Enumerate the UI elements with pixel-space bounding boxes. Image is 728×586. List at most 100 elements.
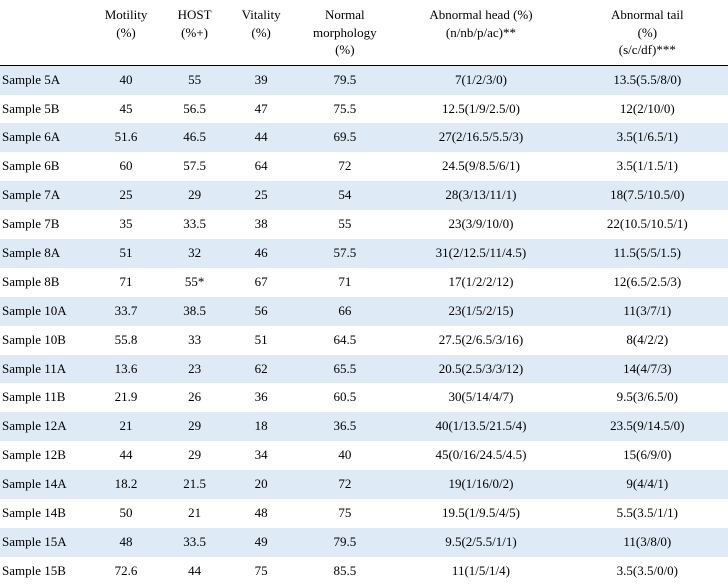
cell-vitality: 18 bbox=[228, 412, 295, 441]
cell-abnhead: 30(5/14/4/7) bbox=[395, 383, 566, 412]
cell-normmorph: 60.5 bbox=[294, 383, 395, 412]
cell-abnhead: 31(2/12.5/11/4.5) bbox=[395, 239, 566, 268]
header-normmorph: Normalmorphology(%) bbox=[294, 0, 395, 65]
cell-motility: 72.6 bbox=[91, 557, 162, 586]
header-motility-line1: (%) bbox=[116, 25, 136, 40]
header-abntail-line0: Abnormal tail bbox=[611, 7, 684, 22]
cell-abnhead: 20.5(2.5/3/3/12) bbox=[395, 355, 566, 384]
header-normmorph-line0: Normal bbox=[325, 7, 365, 22]
header-normmorph-line1: morphology bbox=[313, 25, 377, 40]
cell-abntail: 22(10.5/10.5/1) bbox=[567, 210, 728, 239]
cell-abntail: 14(4/7/3) bbox=[567, 355, 728, 384]
cell-sample: Sample 8B bbox=[0, 268, 91, 297]
cell-sample: Sample 5B bbox=[0, 95, 91, 124]
cell-abntail: 5.5(3.5/1/1) bbox=[567, 499, 728, 528]
table-row: Sample 8A51324657.531(2/12.5/11/4.5)11.5… bbox=[0, 239, 728, 268]
cell-vitality: 48 bbox=[228, 499, 295, 528]
cell-motility: 13.6 bbox=[91, 355, 162, 384]
cell-sample: Sample 11A bbox=[0, 355, 91, 384]
cell-sample: Sample 10B bbox=[0, 326, 91, 355]
cell-sample: Sample 7A bbox=[0, 181, 91, 210]
header-host: HOST(%+) bbox=[161, 0, 228, 65]
cell-host: 26 bbox=[161, 383, 228, 412]
table-row: Sample 7A2529255428(3/13/11/1)18(7.5/10.… bbox=[0, 181, 728, 210]
cell-motility: 51.6 bbox=[91, 123, 162, 152]
cell-host: 46.5 bbox=[161, 123, 228, 152]
header-vitality-line0: Vitality bbox=[242, 7, 281, 22]
cell-vitality: 64 bbox=[228, 152, 295, 181]
cell-abnhead: 45(0/16/24.5/4.5) bbox=[395, 441, 566, 470]
cell-host: 56.5 bbox=[161, 95, 228, 124]
cell-motility: 18.2 bbox=[91, 470, 162, 499]
header-abnhead-line0: Abnormal head (%) bbox=[429, 7, 532, 22]
cell-vitality: 49 bbox=[228, 528, 295, 557]
cell-motility: 25 bbox=[91, 181, 162, 210]
cell-abnhead: 7(1/2/3/0) bbox=[395, 65, 566, 94]
cell-normmorph: 72 bbox=[294, 470, 395, 499]
cell-vitality: 75 bbox=[228, 557, 295, 586]
cell-abnhead: 24.5(9/8.5/6/1) bbox=[395, 152, 566, 181]
cell-abntail: 9(4/4/1) bbox=[567, 470, 728, 499]
cell-vitality: 34 bbox=[228, 441, 295, 470]
header-abnhead-line1: (n/nb/p/ac)** bbox=[446, 25, 516, 40]
cell-abntail: 3.5(1/6.5/1) bbox=[567, 123, 728, 152]
cell-normmorph: 85.5 bbox=[294, 557, 395, 586]
cell-abntail: 13.5(5.5/8/0) bbox=[567, 65, 728, 94]
cell-host: 21 bbox=[161, 499, 228, 528]
header-abnhead: Abnormal head (%) (n/nb/p/ac)** bbox=[395, 0, 566, 65]
cell-abnhead: 23(1/5/2/15) bbox=[395, 297, 566, 326]
cell-vitality: 46 bbox=[228, 239, 295, 268]
table-row: Sample 10B55.8335164.527.5(2/6.5/3/16)8(… bbox=[0, 326, 728, 355]
cell-abntail: 3.5(3.5/0/0) bbox=[567, 557, 728, 586]
cell-normmorph: 66 bbox=[294, 297, 395, 326]
cell-vitality: 25 bbox=[228, 181, 295, 210]
cell-abntail: 11.5(5/5/1.5) bbox=[567, 239, 728, 268]
cell-host: 55 bbox=[161, 65, 228, 94]
cell-motility: 71 bbox=[91, 268, 162, 297]
cell-vitality: 62 bbox=[228, 355, 295, 384]
cell-motility: 33.7 bbox=[91, 297, 162, 326]
cell-abnhead: 9.5(2/5.5/1/1) bbox=[395, 528, 566, 557]
cell-host: 32 bbox=[161, 239, 228, 268]
cell-normmorph: 75.5 bbox=[294, 95, 395, 124]
table-header: Motility(%)HOST(%+)Vitality(%)Normalmorp… bbox=[0, 0, 728, 65]
header-host-line0: HOST bbox=[178, 7, 212, 22]
cell-abnhead: 23(3/9/10/0) bbox=[395, 210, 566, 239]
cell-abnhead: 17(1/2/2/12) bbox=[395, 268, 566, 297]
table-row: Sample 8B7155*677117(1/2/2/12)12(6.5/2.5… bbox=[0, 268, 728, 297]
cell-abntail: 11(3/7/1) bbox=[567, 297, 728, 326]
cell-motility: 21.9 bbox=[91, 383, 162, 412]
cell-vitality: 39 bbox=[228, 65, 295, 94]
header-vitality-line1: (%) bbox=[251, 25, 271, 40]
header-sample bbox=[0, 0, 91, 65]
cell-motility: 48 bbox=[91, 528, 162, 557]
cell-sample: Sample 11B bbox=[0, 383, 91, 412]
cell-normmorph: 65.5 bbox=[294, 355, 395, 384]
cell-host: 21.5 bbox=[161, 470, 228, 499]
cell-normmorph: 69.5 bbox=[294, 123, 395, 152]
cell-host: 29 bbox=[161, 181, 228, 210]
header-vitality: Vitality (%) bbox=[228, 0, 295, 65]
cell-motility: 40 bbox=[91, 65, 162, 94]
cell-motility: 21 bbox=[91, 412, 162, 441]
cell-sample: Sample 6A bbox=[0, 123, 91, 152]
cell-abntail: 18(7.5/10.5/0) bbox=[567, 181, 728, 210]
cell-abnhead: 12.5(1/9/2.5/0) bbox=[395, 95, 566, 124]
sample-data-table: Motility(%)HOST(%+)Vitality(%)Normalmorp… bbox=[0, 0, 728, 586]
cell-abnhead: 19.5(1/9.5/4/5) bbox=[395, 499, 566, 528]
cell-sample: Sample 12B bbox=[0, 441, 91, 470]
cell-host: 29 bbox=[161, 441, 228, 470]
cell-normmorph: 40 bbox=[294, 441, 395, 470]
cell-motility: 44 bbox=[91, 441, 162, 470]
cell-abntail: 3.5(1/1.5/1) bbox=[567, 152, 728, 181]
cell-sample: Sample 15A bbox=[0, 528, 91, 557]
cell-sample: Sample 12A bbox=[0, 412, 91, 441]
cell-sample: Sample 7B bbox=[0, 210, 91, 239]
cell-vitality: 20 bbox=[228, 470, 295, 499]
cell-host: 55* bbox=[161, 268, 228, 297]
cell-motility: 60 bbox=[91, 152, 162, 181]
cell-host: 44 bbox=[161, 557, 228, 586]
cell-sample: Sample 14B bbox=[0, 499, 91, 528]
cell-motility: 45 bbox=[91, 95, 162, 124]
cell-abnhead: 27(2/16.5/5.5/3) bbox=[395, 123, 566, 152]
